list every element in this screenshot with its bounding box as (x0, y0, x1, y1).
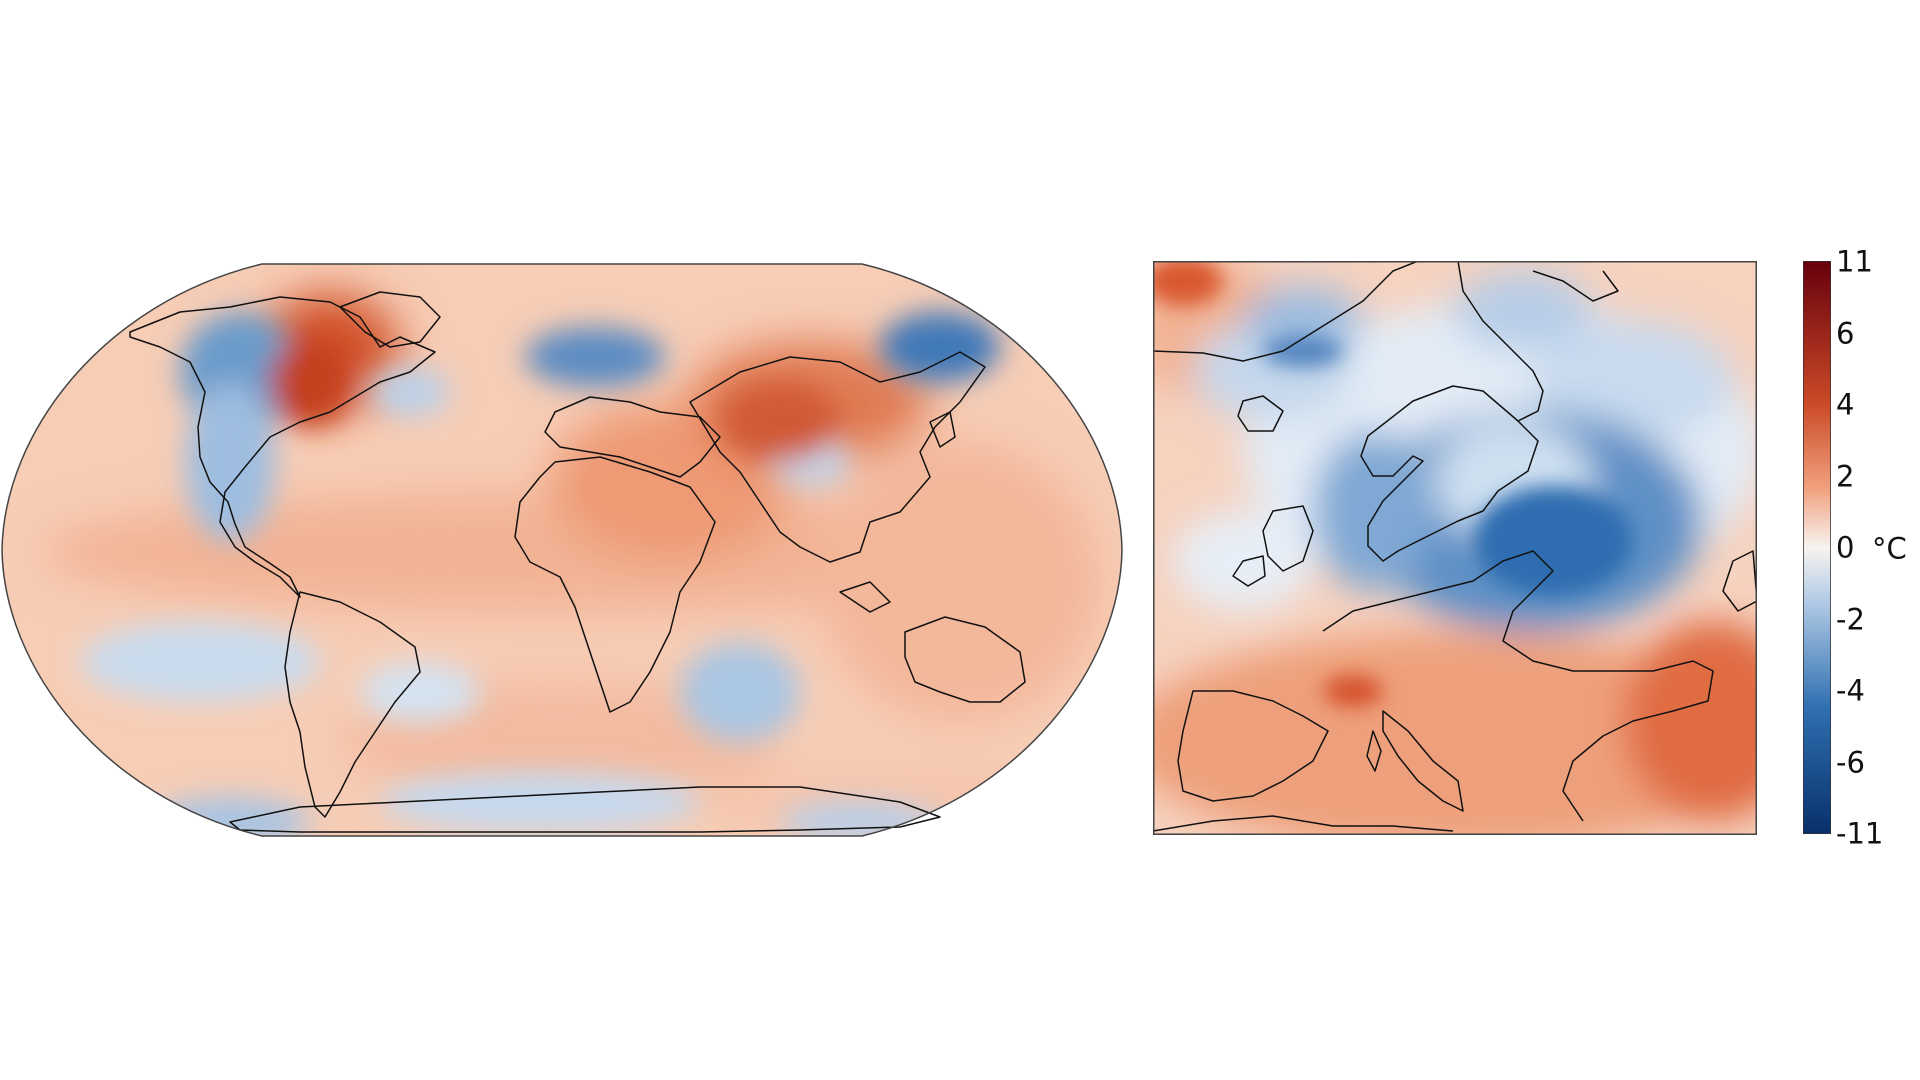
world-anomaly-map (1, 263, 1123, 837)
europe-coastlines (1153, 261, 1757, 832)
colorbar-tick-label: 4 (1836, 387, 1855, 422)
world-coastlines (129, 291, 1026, 833)
colorbar-tick-label: 0 (1836, 530, 1855, 565)
colorbar-tick-label: -6 (1836, 745, 1865, 780)
colorbar-tick-label: 2 (1836, 459, 1855, 494)
colorbar-tick-label: -11 (1836, 816, 1884, 851)
colorbar-gradient (1803, 261, 1831, 834)
world-map-border (1, 263, 1123, 837)
europe-map-border (1153, 261, 1757, 835)
colorbar-tick-label: 6 (1836, 316, 1855, 351)
colorbar-tick-label: 11 (1836, 244, 1873, 279)
europe-anomaly-map (1153, 261, 1757, 835)
colorbar-tick-label: -4 (1836, 673, 1865, 708)
colorbar-tick-label: -2 (1836, 602, 1865, 637)
world-anomaly-field (2, 264, 1122, 836)
colorbar (1803, 261, 1831, 834)
europe-anomaly-field (1153, 261, 1757, 835)
colorbar-unit-label: °C (1872, 531, 1907, 566)
